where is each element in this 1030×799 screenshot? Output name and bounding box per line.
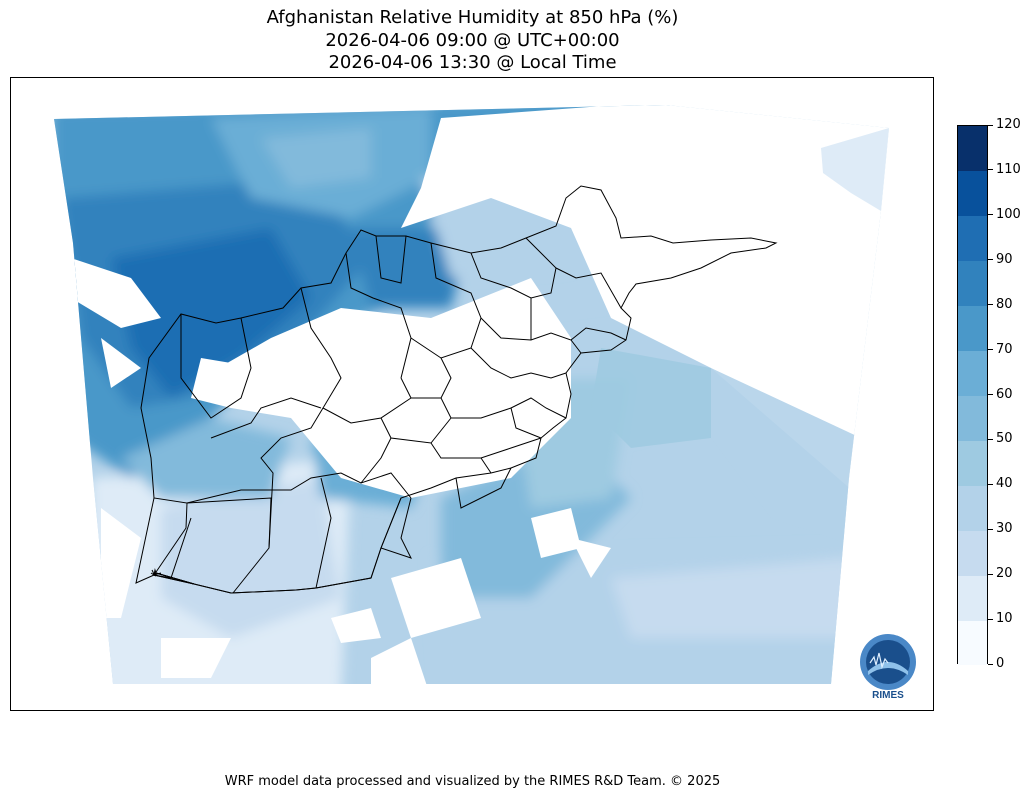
colorbar-tick	[988, 438, 993, 440]
colorbar-segment	[958, 575, 987, 621]
colorbar-tick	[988, 483, 993, 485]
colorbar-segment	[958, 126, 987, 172]
colorbar-segment	[958, 485, 987, 531]
logo-text: RIMES	[872, 690, 904, 701]
white-mask	[71, 105, 889, 684]
colorbar-tick	[988, 214, 993, 216]
humidity-map	[54, 105, 889, 684]
colorbar-tick	[988, 573, 993, 575]
northeast-patch	[821, 128, 889, 211]
colorbar-tick-label: 0	[996, 656, 1005, 671]
footer-credit: WRF model data processed and visualized …	[224, 774, 721, 789]
colorbar-tick-label: 10	[996, 611, 1013, 627]
colorbar-tick-label: 120	[996, 117, 1021, 132]
rimes-logo: RIMES	[856, 633, 920, 701]
colorbar-tick	[988, 304, 993, 306]
humidity-field	[54, 105, 889, 684]
colorbar-tick	[988, 124, 993, 126]
colorbar-tick-label: 110	[996, 161, 1021, 177]
colorbar-segment	[958, 440, 987, 486]
colorbar-tick-label: 30	[996, 521, 1013, 537]
colorbar-segment	[958, 620, 987, 666]
colorbar-tick	[988, 394, 993, 395]
colorbar-tick	[988, 663, 993, 665]
colorbar-tick	[988, 349, 993, 351]
colorbar-tick	[988, 259, 993, 261]
colorbar-tick-label: 50	[996, 431, 1013, 447]
rimes-logo-icon	[860, 634, 916, 690]
map-title-line2: 2026-04-06 09:00 @ UTC+00:00	[325, 30, 620, 51]
map-title-line3: 2026-04-06 13:30 @ Local Time	[328, 52, 617, 73]
colorbar-segment	[958, 350, 987, 396]
colorbar-tick-label: 70	[996, 341, 1013, 357]
colorbar-segment	[958, 170, 987, 217]
colorbar-tick-label: 80	[996, 296, 1013, 312]
colorbar-tick	[988, 528, 993, 530]
colorbar-segment	[958, 395, 987, 441]
colorbar-segment	[958, 260, 987, 307]
colorbar-tick-label: 60	[996, 386, 1013, 402]
colorbar-segment	[958, 530, 987, 576]
colorbar-segment	[958, 215, 987, 262]
map-panel	[10, 77, 934, 711]
map-title-line1: Afghanistan Relative Humidity at 850 hPa…	[266, 7, 679, 28]
colorbar	[957, 125, 988, 666]
south-province-lines	[153, 572, 195, 585]
colorbar-tick-label: 20	[996, 566, 1013, 582]
colorbar-tick-label: 40	[996, 476, 1013, 492]
colorbar-tick	[988, 169, 993, 171]
colorbar-tick-label: 90	[996, 251, 1013, 267]
colorbar-segment	[958, 305, 987, 352]
colorbar-tick	[988, 618, 993, 620]
colorbar-tick-label: 100	[996, 206, 1021, 222]
